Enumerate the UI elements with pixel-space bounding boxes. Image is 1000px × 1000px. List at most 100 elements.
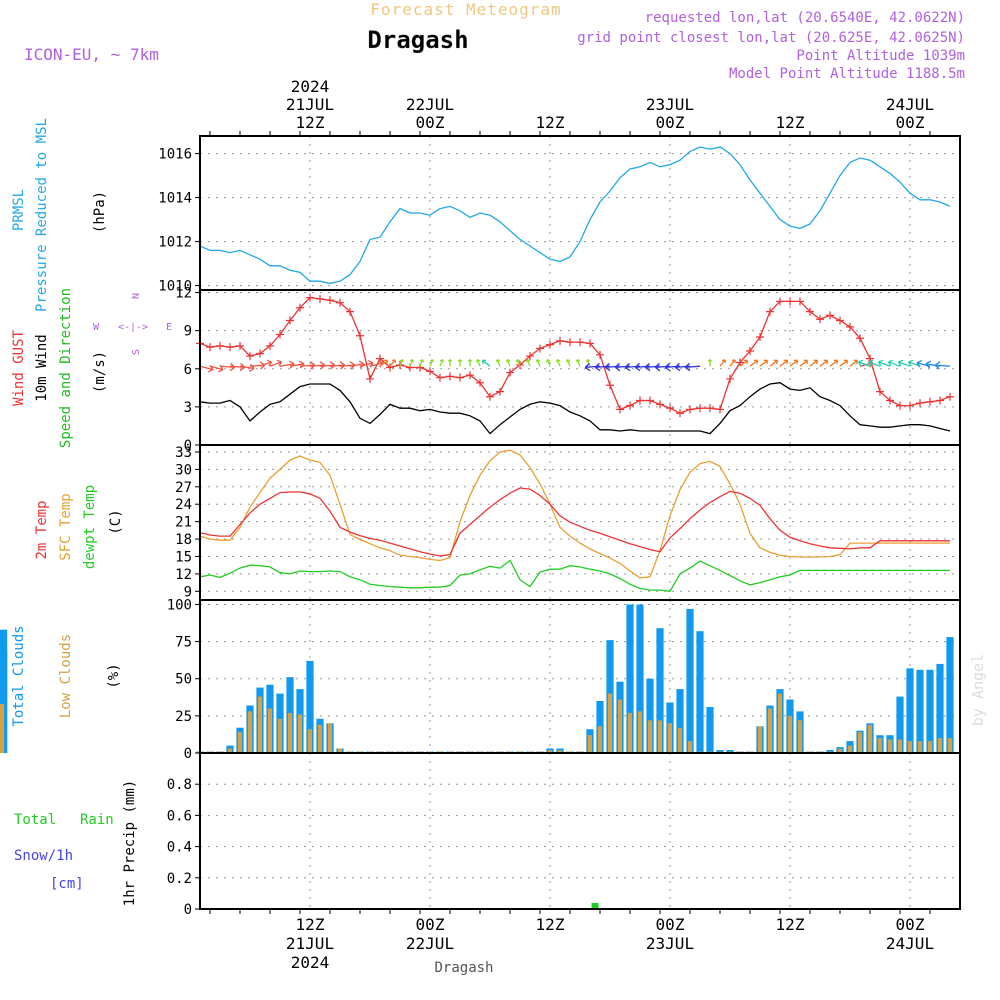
gust-label: Wind GUST	[11, 330, 27, 406]
wind-direction-arrow	[604, 362, 621, 372]
wind-direction-arrow	[269, 359, 283, 367]
low-clouds-bar	[658, 720, 662, 753]
gust-marker	[326, 296, 334, 305]
wind-direction-arrow	[447, 359, 453, 367]
low-clouds-bar	[938, 738, 942, 753]
wind-direction-arrow	[887, 359, 901, 367]
wind-direction-arrow	[857, 359, 871, 367]
cloud-side-labels: Total Clouds Low Clouds (%)	[11, 625, 122, 726]
gust-marker	[766, 307, 774, 316]
low-clouds-bar	[638, 711, 642, 753]
wind-direction-arrow	[674, 362, 691, 372]
gust-marker	[446, 372, 454, 381]
gust-marker	[646, 396, 654, 405]
gust-line	[199, 296, 951, 414]
gust-marker	[286, 316, 294, 325]
low-clouds-bar	[838, 748, 842, 753]
snow-label: Snow/1h	[14, 848, 73, 864]
time-label-top: 12Z	[776, 113, 805, 132]
wind-direction-arrow	[545, 359, 551, 367]
footer-location: Dragash	[434, 960, 493, 976]
precip-side-labels: Total Rain Snow/1h [cm] 1hr Precip (mm)	[14, 780, 138, 906]
y-tick-label: 1012	[158, 235, 192, 251]
gust-marker	[226, 343, 234, 352]
low-clouds-bar	[858, 732, 862, 753]
total-clouds-bar	[706, 707, 714, 753]
y-tick-label: 100	[167, 597, 192, 613]
wind-unit-label: (m/s)	[92, 351, 108, 393]
gust-marker	[806, 307, 814, 316]
low-clouds-bar	[628, 712, 632, 753]
gust-marker	[466, 371, 474, 380]
gust-marker	[756, 333, 764, 342]
compass-n: N	[131, 293, 142, 299]
gust-marker	[676, 409, 684, 418]
total-clouds-bar	[636, 604, 644, 753]
wind-direction-arrow	[565, 359, 571, 367]
y-tick-label: 25	[175, 709, 192, 725]
panel-frame	[199, 289, 961, 446]
wind-direction-arrow	[419, 359, 425, 367]
y-tick-label: 0.6	[167, 808, 192, 824]
time-label-bottom: 21JUL	[286, 934, 334, 953]
wind-direction-arrow	[819, 359, 829, 367]
wind-direction-arrow	[279, 360, 295, 369]
low-clouds-bar	[888, 739, 892, 753]
y-tick-label: 1014	[158, 191, 192, 207]
wind-direction-arrow	[594, 362, 611, 372]
panel-frame	[199, 752, 961, 910]
time-label-top: 22JUL	[406, 95, 454, 114]
total-clouds-bar	[676, 689, 684, 753]
wind-direction-arrow	[769, 359, 779, 367]
wind-direction-arrow	[389, 359, 396, 367]
gust-marker	[696, 404, 704, 413]
wind-direction-arrow	[867, 359, 881, 367]
low-clouds-bar	[678, 727, 682, 753]
sfc-temp-label: SFC Temp	[58, 493, 74, 560]
wind-direction-arrow	[555, 359, 561, 367]
y-tick-label: 9	[184, 324, 192, 340]
y-tick-label: 1010	[158, 279, 192, 295]
time-label-bottom: 22JUL	[406, 934, 454, 953]
chart-marks	[0, 146, 960, 910]
y-tick-label: 0.2	[167, 871, 192, 887]
gust-marker	[216, 341, 224, 350]
y-tick-label: 15	[175, 549, 192, 565]
wind-direction-arrow	[849, 359, 859, 367]
gust-marker	[706, 404, 714, 413]
y-tick-label: 0	[184, 902, 192, 918]
low-clouds-bar	[788, 715, 792, 753]
watermark: by Angel	[969, 654, 987, 726]
gust-marker	[296, 303, 304, 312]
wind-direction-arrow	[575, 359, 581, 367]
time-label-bottom: 12Z	[536, 915, 565, 934]
gust-marker	[386, 363, 394, 372]
panel-frame	[199, 599, 961, 754]
wind-speed-line	[199, 382, 951, 435]
wind-side-labels: Wind GUST 10m Wind Speed and Direction (…	[11, 288, 172, 448]
low-clouds-bar	[308, 729, 312, 753]
total-clouds-bar	[936, 663, 944, 753]
y-tick-label: 6	[184, 362, 192, 378]
gust-marker	[616, 405, 624, 414]
time-label-bottom: 12Z	[296, 915, 325, 934]
gust-marker	[576, 338, 584, 347]
y-tick-label: 30	[175, 462, 192, 478]
snow-unit-label: [cm]	[50, 876, 84, 892]
gust-marker	[276, 330, 284, 339]
gust-marker	[246, 352, 254, 361]
wind-direction-arrow	[934, 361, 951, 370]
temp-unit-label: (C)	[108, 509, 124, 534]
wind-direction-arrow	[467, 359, 473, 367]
rain-label: Rain	[80, 812, 114, 828]
time-label-top: 23JUL	[646, 95, 694, 114]
gust-marker	[726, 374, 734, 383]
sfc-temp-line	[199, 449, 950, 579]
temperature-side-labels: 2m Temp SFC Temp dewpt Temp (C)	[34, 485, 124, 569]
cloud-unit-label: (%)	[106, 663, 122, 688]
y-tick-label: 0	[184, 438, 192, 454]
gust-marker	[896, 401, 904, 410]
low-clouds-bar	[228, 748, 232, 753]
gust-marker	[316, 294, 324, 303]
wind-direction-arrow	[779, 359, 789, 367]
